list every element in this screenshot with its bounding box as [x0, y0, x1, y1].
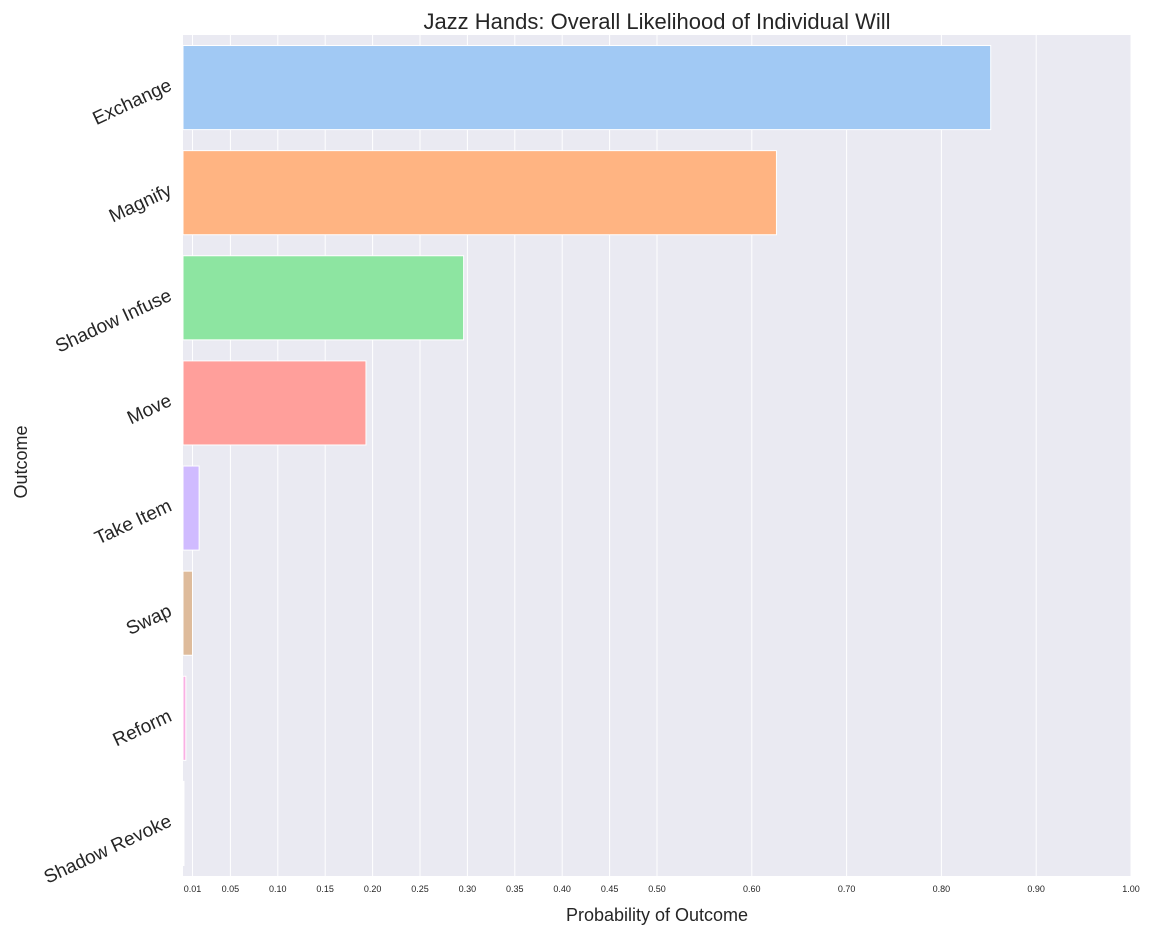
x-tick-label: 0.40	[553, 884, 571, 894]
bars	[182, 45, 992, 866]
y-tick-label: Shadow Infuse	[52, 285, 175, 357]
y-tick-label: Exchange	[90, 75, 175, 130]
x-tick-labels: 0.01 0.05 0.10 0.15 0.20 0.25 0.30 0.35 0.40 0.45…	[184, 884, 1140, 894]
bar	[182, 255, 465, 341]
y-tick-label: Magnify	[106, 180, 176, 227]
bar	[182, 150, 777, 236]
x-axis-label: Probability of Outcome	[566, 905, 748, 925]
x-tick-label: 0.20	[364, 884, 382, 894]
y-tick-label: Shadow Revoke	[41, 811, 175, 889]
x-tick-label: 0.60	[743, 884, 761, 894]
bar	[182, 360, 367, 446]
x-tick-label: 0.90	[1027, 884, 1045, 894]
x-tick-label: 0.70	[838, 884, 856, 894]
y-tick-label: Take Item	[92, 496, 176, 550]
bar	[182, 570, 193, 656]
bar	[182, 675, 187, 761]
bar	[182, 780, 185, 866]
x-tick-label: 0.25	[411, 884, 429, 894]
y-tick-labels: Exchange Magnify Shadow Infuse Move Take Ite…	[41, 75, 176, 888]
x-tick-label: 0.10	[269, 884, 287, 894]
x-tick-label: 0.15	[316, 884, 334, 894]
x-tick-label: 0.30	[459, 884, 477, 894]
bar	[182, 465, 200, 551]
bar	[182, 45, 992, 131]
x-tick-label: 1.00	[1122, 884, 1140, 894]
x-tick-label: 0.05	[222, 884, 240, 894]
x-tick-label: 0.01	[184, 884, 202, 894]
x-tick-label: 0.50	[648, 884, 666, 894]
x-tick-label: 0.35	[506, 884, 524, 894]
x-tick-label: 0.80	[933, 884, 951, 894]
y-tick-label: Swap	[123, 601, 175, 640]
y-tick-label: Reform	[110, 706, 175, 751]
y-tick-label: Move	[124, 390, 175, 429]
y-axis-label: Outcome	[11, 425, 31, 498]
x-tick-label: 0.45	[601, 884, 619, 894]
chart-title: Jazz Hands: Overall Likelihood of Indivi…	[423, 9, 890, 34]
